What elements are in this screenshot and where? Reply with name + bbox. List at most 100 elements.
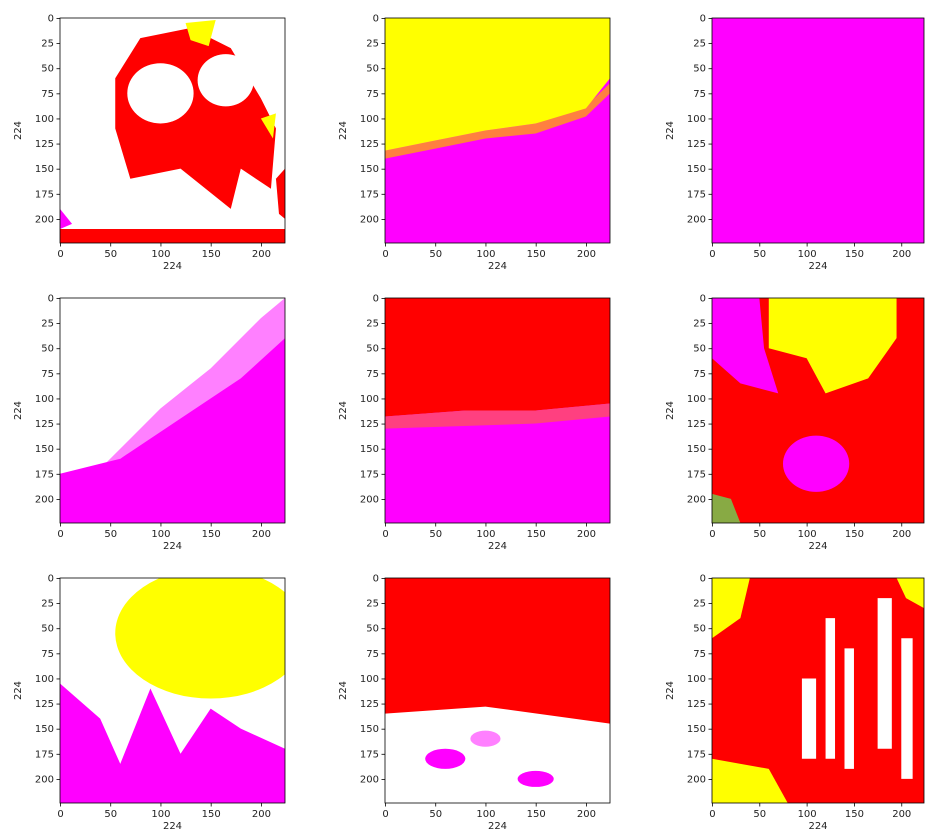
subplot: 0 50 100 150 200 0 25 50 75 100 125 150 175 200 224 224 [338,14,611,272]
y-axis-label: 224 [338,121,349,140]
image-region [712,758,788,803]
x-tick-label: 50 [753,249,766,260]
y-tick-label: 100 [35,674,54,685]
x-tick-label: 100 [151,249,170,260]
y-tick-label: 50 [41,64,54,75]
image [385,298,610,523]
y-tick-label: 50 [366,64,379,75]
image-region [712,578,750,639]
y-tick-label: 50 [693,624,706,635]
axes-frame [711,297,925,524]
image-region [197,54,254,107]
image [712,298,924,523]
x-axis-label: 224 [808,821,827,832]
image-region [385,298,610,417]
image [385,578,610,803]
image-region [185,20,216,47]
image-region [896,578,924,609]
y-tick-label: 25 [693,319,706,330]
y-tick-label: 175 [35,749,54,760]
y-tick-label: 200 [35,494,54,505]
x-tick-label: 100 [798,529,817,540]
axes-frame [59,577,286,804]
image-region [517,770,554,787]
y-tick-label: 0 [373,574,379,585]
y-tick-label: 0 [373,14,379,25]
x-tick-label: 150 [845,529,864,540]
x-tick-label: 100 [476,809,495,820]
x-tick-label: 150 [845,249,864,260]
image-region [60,208,73,229]
y-tick-label: 25 [366,39,379,50]
x-tick-label: 0 [57,249,63,260]
x-tick-label: 150 [527,809,546,820]
x-axis-label: 224 [163,821,182,832]
y-tick-label: 25 [693,599,706,610]
image [712,578,924,803]
x-tick-label: 200 [892,809,911,820]
x-axis-label: 224 [488,821,507,832]
image [60,298,285,523]
subplot: 0 50 100 150 200 0 25 50 75 100 125 150 175 200 224 224 [13,294,286,552]
y-tick-label: 25 [366,319,379,330]
y-tick-label: 175 [687,189,706,200]
y-tick-label: 150 [360,444,379,455]
x-tick-label: 100 [476,249,495,260]
x-tick-label: 200 [252,249,271,260]
y-tick-label: 50 [366,624,379,635]
y-axis-label: 224 [665,401,676,420]
axes-frame [384,17,611,244]
y-axis-label: 224 [665,121,676,140]
subplot: 0 50 100 150 200 0 25 50 75 100 125 150 175 200 224 224 [338,294,611,552]
subplot: 0 50 100 150 200 0 25 50 75 100 125 150 175 200 224 224 [13,574,286,832]
x-tick-label: 100 [798,809,817,820]
x-axis-label: 224 [163,261,182,272]
x-tick-label: 50 [104,809,117,820]
y-tick-label: 0 [48,294,54,305]
x-tick-label: 0 [57,809,63,820]
y-tick-label: 0 [700,14,706,25]
y-tick-label: 175 [360,749,379,760]
x-tick-label: 150 [202,249,221,260]
y-tick-label: 25 [366,599,379,610]
x-tick-label: 0 [382,809,388,820]
y-tick-label: 150 [687,164,706,175]
y-tick-label: 0 [48,14,54,25]
y-tick-label: 0 [373,294,379,305]
y-tick-label: 125 [687,419,706,430]
image [712,18,924,243]
x-tick-label: 50 [429,809,442,820]
y-tick-label: 25 [41,39,54,50]
x-tick-label: 200 [577,529,596,540]
x-tick-label: 150 [527,529,546,540]
y-tick-label: 125 [35,419,54,430]
image-region [470,730,501,747]
y-tick-label: 125 [360,419,379,430]
x-tick-label: 50 [429,249,442,260]
image-region [60,228,285,243]
x-tick-label: 0 [709,249,715,260]
image-region [877,598,892,749]
y-tick-label: 150 [35,164,54,175]
axes-frame [711,577,925,804]
image-region [901,638,913,779]
x-tick-label: 0 [709,529,715,540]
y-tick-label: 25 [41,599,54,610]
x-axis-label: 224 [163,541,182,552]
y-axis-label: 224 [13,681,24,700]
y-tick-label: 175 [360,189,379,200]
y-tick-label: 0 [700,574,706,585]
image-region [385,403,610,429]
x-tick-label: 50 [104,529,117,540]
image-region [782,435,850,492]
subplot: 0 50 100 150 200 0 25 50 75 100 125 150 175 200 224 224 [665,294,925,552]
y-tick-label: 200 [687,774,706,785]
y-tick-label: 75 [41,369,54,380]
y-tick-label: 125 [687,139,706,150]
y-axis-label: 224 [665,681,676,700]
image-region [385,18,610,151]
x-tick-label: 200 [577,809,596,820]
y-tick-label: 75 [693,369,706,380]
x-tick-label: 50 [753,529,766,540]
